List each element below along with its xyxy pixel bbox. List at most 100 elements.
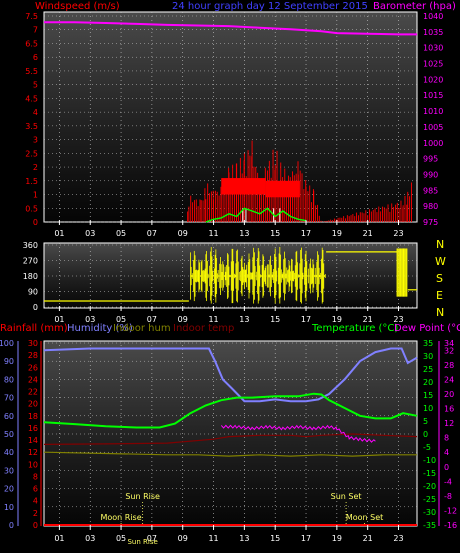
y-tick-label: 80 <box>4 375 14 384</box>
x-tick-label: 19 <box>332 229 342 238</box>
x-tick-label: 23 <box>393 229 403 238</box>
y-tick-label: 0 <box>444 463 449 472</box>
y-tick-label: 14 <box>28 436 38 445</box>
x-tick-label: 07 <box>147 534 157 543</box>
y-tick-label: 90 <box>4 357 14 366</box>
y-tick-label: 100 <box>0 339 14 348</box>
y-tick-label: -4 <box>444 477 452 486</box>
y-tick-label: 18 <box>28 412 38 421</box>
moon-rise-label: Moon Rise <box>100 513 141 522</box>
y-tick-label: 6 <box>33 53 38 62</box>
top-panel-axes: 0 0.5 1 1.5 2 2.5 3 3.5 4 4.5 5 5.5 6 6.5 7 7.5 975 980 98… <box>25 12 443 238</box>
y-tick-label: 28 <box>444 361 454 370</box>
x-tick-label: 15 <box>270 315 280 324</box>
y-tick-label: 2 <box>33 509 38 518</box>
y-tick-label: -25 <box>423 495 436 504</box>
y-tick-label: 0 <box>33 218 38 227</box>
y-tick-label: 28 <box>28 351 38 360</box>
x-tick-label: 23 <box>393 534 403 543</box>
sun-set-label: Sun Set <box>331 492 362 501</box>
y-tick-label: 1005 <box>423 123 443 132</box>
indoor-temp-label: Indoor temp <box>173 323 234 334</box>
compass-letter: E <box>436 289 443 302</box>
x-tick-label: 09 <box>178 315 188 324</box>
x-tick-label: 15 <box>270 229 280 238</box>
x-tick-label: 09 <box>178 534 188 543</box>
y-tick-label: 12 <box>444 419 454 428</box>
y-tick-label: 30 <box>423 352 433 361</box>
y-tick-label: 1030 <box>423 44 443 53</box>
compass-letter: S <box>436 272 443 285</box>
y-tick-label: 3.5 <box>25 122 38 131</box>
y-tick-label: 0 <box>33 303 38 312</box>
indoor-hum-label: Indoor hum <box>113 323 171 334</box>
y-tick-label: 90 <box>28 288 38 297</box>
temperature-line <box>43 392 418 429</box>
y-tick-label: 15 <box>423 391 433 400</box>
y-tick-label: 1010 <box>423 107 443 116</box>
y-tick-label: 6 <box>33 485 38 494</box>
y-tick-label: 1020 <box>423 75 443 84</box>
y-tick-label: 20 <box>28 400 38 409</box>
y-tick-label: 1040 <box>423 12 443 21</box>
compass-letter: N <box>436 306 444 319</box>
compass-letter: W <box>435 255 446 268</box>
x-tick-label: 23 <box>393 315 403 324</box>
x-tick-label: 17 <box>301 534 311 543</box>
y-tick-label: 4 <box>33 497 38 506</box>
x-tick-label: 07 <box>147 315 157 324</box>
y-tick-label: 50 <box>4 430 14 439</box>
y-tick-label: -30 <box>423 508 436 517</box>
y-tick-label: 985 <box>423 186 438 195</box>
x-tick-label: 11 <box>208 229 218 238</box>
y-tick-label: 5 <box>423 417 428 426</box>
top-panel-series <box>44 21 417 223</box>
y-tick-label: 20 <box>423 378 433 387</box>
gust-band <box>221 178 266 195</box>
indoor-hum-line <box>43 451 417 457</box>
x-tick-label: 09 <box>178 229 188 238</box>
bottom-panel-axes: 0102030405060708090100024681012141618202… <box>0 339 457 543</box>
y-tick-label: -8 <box>444 492 452 501</box>
y-tick-label: 34 <box>444 339 454 348</box>
compass-letters: N W S E N <box>435 238 446 319</box>
moon-set-label: Moon Set <box>346 513 383 522</box>
x-tick-label: 07 <box>147 229 157 238</box>
y-tick-label: 40 <box>4 448 14 457</box>
y-tick-label: -5 <box>423 443 431 452</box>
y-tick-label: -16 <box>444 521 457 530</box>
windspeed-title: Windspeed (m/s) <box>35 1 120 12</box>
direction-panel-series <box>44 246 417 304</box>
y-tick-label: 10 <box>4 503 14 512</box>
y-tick-label: 30 <box>28 339 38 348</box>
graph-date-title: 24 hour graph day 12 September 2015 <box>172 1 368 12</box>
astro-events: Sun Rise Sun Set Moon Rise Moon Set Sun Rise <box>100 492 383 546</box>
sun-rise-label: Sun Rise <box>125 492 160 501</box>
y-tick-label: 10 <box>28 460 38 469</box>
x-tick-label: 11 <box>208 534 218 543</box>
y-tick-label: 10 <box>423 404 433 413</box>
y-tick-label: 5 <box>33 81 38 90</box>
y-tick-label: 70 <box>4 394 14 403</box>
y-tick-label: 16 <box>28 424 38 433</box>
bottom-panel-frame <box>43 340 418 527</box>
compass-letter: N <box>436 238 444 251</box>
y-tick-label: 1035 <box>423 28 443 37</box>
x-tick-label: 11 <box>208 315 218 324</box>
bottom-panel-grid <box>44 341 417 526</box>
x-tick-label: 01 <box>54 534 64 543</box>
y-tick-label: 0 <box>33 521 38 530</box>
y-tick-label: 6.5 <box>25 39 38 48</box>
x-tick-label: 05 <box>116 534 126 543</box>
x-tick-label: 05 <box>116 229 126 238</box>
x-tick-label: 13 <box>239 229 249 238</box>
x-tick-label: 03 <box>85 315 95 324</box>
gust-band <box>265 180 300 198</box>
x-tick-label: 01 <box>54 229 64 238</box>
y-tick-label: 24 <box>28 375 38 384</box>
y-tick-label: 16 <box>444 405 454 414</box>
rainfall-label: Rainfall (mm) <box>0 323 68 334</box>
y-tick-label: 990 <box>423 170 438 179</box>
y-tick-label: 270 <box>23 257 38 266</box>
